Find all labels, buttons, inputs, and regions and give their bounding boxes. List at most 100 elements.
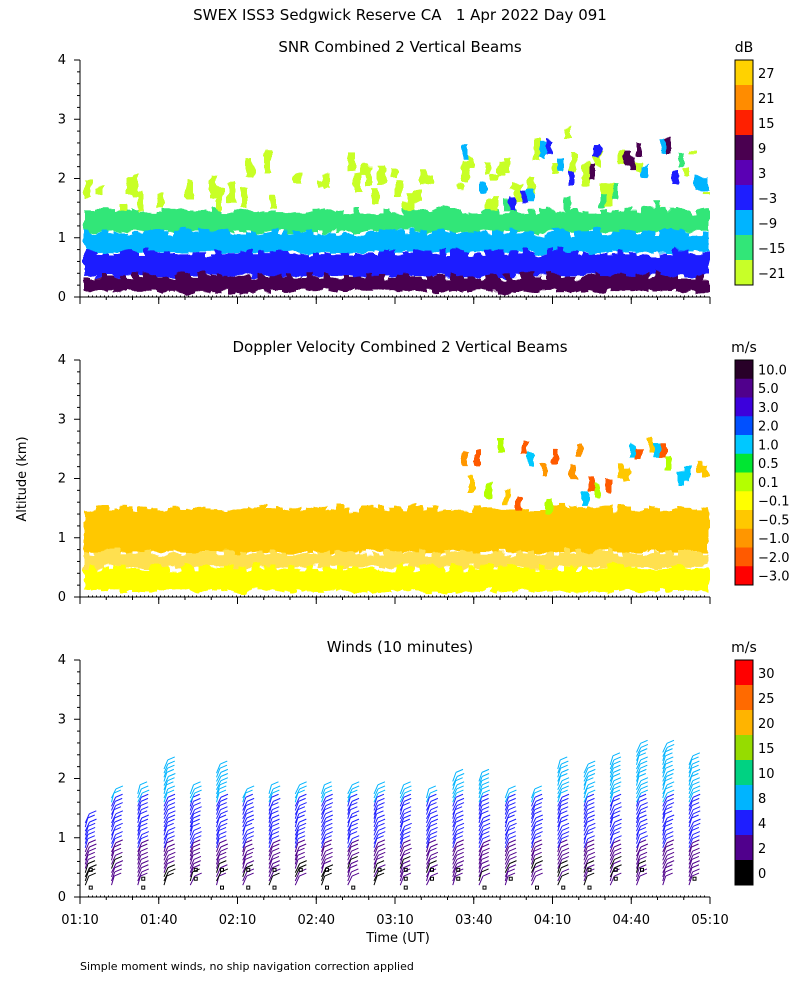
wind-barb [242, 871, 248, 882]
field-cell [198, 228, 205, 252]
wind-barb [583, 813, 588, 824]
wind-barb-flag [614, 781, 622, 786]
field-cell [702, 253, 709, 277]
wind-barb [531, 867, 535, 878]
field-cell [564, 251, 571, 277]
wind-barb [163, 776, 169, 786]
field-cell [624, 229, 631, 254]
wind-barb-flag [193, 856, 202, 860]
wind-barb [557, 784, 563, 795]
colorbar-swatch [735, 260, 753, 286]
field-cell [192, 506, 199, 554]
field-cell [510, 555, 517, 568]
field-cell [318, 255, 325, 277]
wind-barb-flag [402, 860, 411, 865]
field-cell [696, 552, 703, 567]
y-tick-label: 1 [58, 231, 66, 246]
wind-barb [189, 788, 195, 799]
field-cell [360, 214, 367, 232]
wind-barb-flag [167, 847, 175, 852]
wind-barb-flag [272, 806, 280, 811]
field-cell [534, 569, 541, 592]
wind-barb [84, 834, 89, 844]
wind-barb-flag [141, 860, 149, 865]
field-cell [282, 509, 289, 554]
wind-barb [504, 801, 510, 811]
wind-barb [426, 834, 431, 844]
wind-barb-flag [692, 760, 700, 765]
wind-barb [137, 784, 141, 795]
field-cell [156, 510, 163, 551]
field-cell [114, 211, 121, 233]
wind-barb-flag [272, 789, 280, 794]
wind-barb-flag [482, 872, 491, 877]
wind-barb-flag [508, 806, 516, 811]
wind-barb [137, 797, 142, 807]
wind-barb [163, 875, 168, 886]
wind-barb [189, 792, 196, 803]
wind-barb-flag [167, 835, 175, 840]
wind-barb [216, 776, 222, 786]
wind-barb-flag [220, 797, 228, 802]
wind-barb-flag [455, 810, 464, 815]
wind-barb-flag [350, 856, 358, 860]
wind-barb-flag [587, 802, 595, 807]
field-cell [546, 498, 552, 513]
field-cell [678, 471, 684, 486]
wind-barb [399, 871, 404, 882]
field-cell [600, 193, 606, 208]
field-cell [618, 564, 625, 592]
field-cell [174, 209, 181, 232]
wind-barb-flag [560, 789, 568, 794]
field-cell [606, 505, 613, 554]
wind-barb [163, 867, 169, 878]
field-cell [492, 174, 499, 181]
field-cell [84, 178, 91, 199]
wind-barb [321, 792, 326, 803]
wind-barb [662, 826, 666, 836]
field-cell [456, 274, 463, 291]
field-cell [648, 437, 654, 453]
wind-barb [662, 755, 666, 766]
wind-barb-flag [114, 818, 122, 823]
wind-barb [373, 792, 379, 803]
field-cell [324, 211, 331, 233]
wind-barb [583, 776, 589, 786]
wind-barb [268, 792, 273, 803]
wind-barb [399, 834, 404, 844]
doppler-panel-title: Doppler Velocity Combined 2 Vertical Bea… [232, 338, 567, 356]
field-cell [354, 566, 361, 593]
wind-barb [583, 838, 589, 849]
field-cell [432, 506, 439, 554]
wind-barb-flag [324, 789, 333, 794]
field-cell [216, 229, 223, 252]
wind-barb-flag [139, 810, 148, 815]
field-cell [540, 143, 546, 159]
field-cell [192, 277, 199, 292]
wind-barb-flag [639, 768, 647, 773]
wind-barb-flag [586, 818, 595, 823]
wind-barb-flag [167, 802, 176, 807]
wind-barb [531, 838, 535, 848]
wind-barb [452, 780, 457, 790]
field-cell [156, 253, 163, 278]
field-cell [114, 549, 121, 566]
field-cell [198, 251, 205, 277]
wind-barb [688, 759, 693, 770]
field-cell [90, 210, 97, 233]
wind-barb [636, 747, 642, 757]
wind-barb-flag [167, 831, 175, 836]
colorbar-tick-label: 10.0 [758, 363, 787, 378]
field-cell [558, 553, 565, 567]
wind-barb-flag [561, 814, 569, 819]
wind-barb [399, 855, 404, 865]
wind-barb [557, 855, 563, 865]
field-cell [330, 233, 337, 253]
wind-barb-flag [298, 810, 307, 815]
field-cell [126, 176, 133, 194]
field-cell [696, 176, 702, 191]
wind-barb-flag [194, 872, 202, 877]
wind-barb [137, 842, 143, 853]
field-cell [576, 569, 583, 591]
